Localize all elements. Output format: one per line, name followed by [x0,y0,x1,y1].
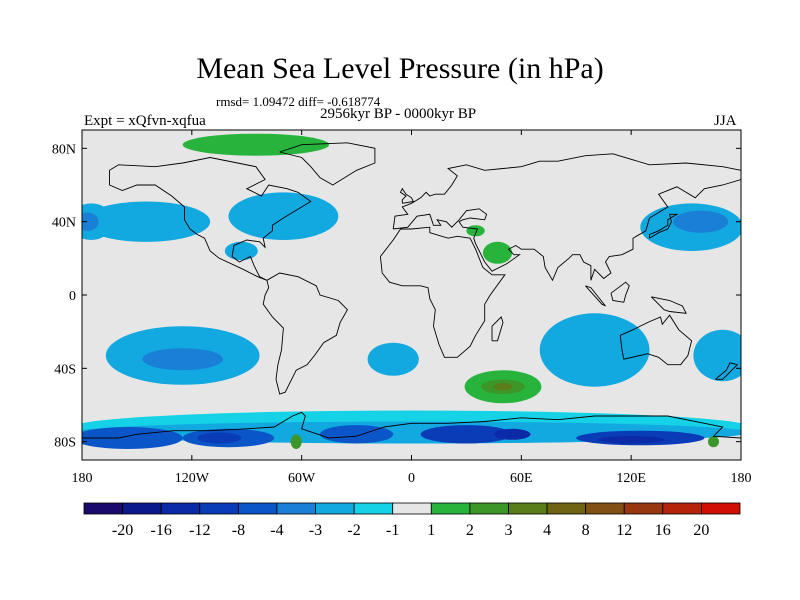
x-tick-label: 180 [72,471,93,486]
colorbar-swatch [392,502,432,515]
x-tick-label: 120W [175,471,210,486]
y-tick-label: 0 [69,289,76,304]
coastline-greenland [279,142,376,186]
anomaly-wilkes-core [598,436,665,444]
colorbar-swatch [585,502,625,515]
coastline-eurasia [392,153,741,282]
colorbar-swatch [315,502,355,515]
colorbar-label: -16 [151,522,172,539]
x-tick-label: 60W [288,471,316,486]
colorbar-swatch [469,502,509,515]
coastline-japan [649,213,679,239]
colorbar-swatch [701,502,741,515]
plot-background [82,130,741,460]
colorbar-label: -2 [347,522,360,539]
coastline-antarctica [82,411,741,439]
colorbar-label: 4 [543,522,551,539]
colorbar-label: -8 [232,522,245,539]
colorbar-swatch [353,502,394,515]
anomaly-east-antarctic-core [493,428,531,440]
colorbar-swatch [430,502,471,515]
experiment-label: Expt = xQfvn-xqfua [84,113,206,129]
colorbar-swatch [546,502,587,515]
anomaly-east-antarctic-low [420,425,513,444]
coastline-north-america [109,157,312,281]
colorbar-label: 8 [582,522,590,539]
x-tick-label: 120E [616,471,646,486]
coastline-sumatra [585,285,606,307]
colorbar-label: 1 [427,522,435,539]
y-tick-label: 80N [52,142,76,157]
colorbar-label: 20 [693,522,709,539]
colorbar-label: -1 [386,522,399,539]
anomaly-antarctic-peninsula-high [290,434,302,450]
colorbar-swatch [160,502,201,515]
anomaly-north-atlantic-low [228,192,339,240]
anomaly-south-atlantic-low [367,342,419,376]
season-label: JJA [714,113,737,129]
coastline-borneo [610,281,630,303]
anomaly-south-pacific-core [142,348,223,371]
colorbar-label: -4 [270,522,283,539]
colorbar-swatch [199,502,239,515]
anomaly-southwest-pacific-low [693,329,741,382]
time-period-label: 2956kyr BP - 0000kyr BP [320,106,477,122]
anomaly-northwest-pacific-core [673,210,729,233]
anomaly-arctic-high [182,133,330,156]
anomaly-gulf-of-mexico-low [224,241,258,261]
colorbar-swatch [83,502,123,515]
y-tick-label: 40N [52,216,76,231]
coastline-britain [399,187,414,204]
colorbar-swatch [508,502,548,515]
colorbar-swatch [662,502,702,515]
coastline-australia [619,314,693,366]
x-tick-label: 60E [510,471,533,486]
anomaly-southern-indian-high-peak [493,383,513,391]
coastline-africa [379,226,506,358]
anomaly-ross-high-spot [708,436,719,448]
anomaly-south-indian-low [539,313,650,387]
colorbar-swatch [276,502,316,515]
colorbar-swatch [237,502,278,515]
colorbar-swatch [122,502,162,515]
coastline-madagascar [491,316,504,342]
colorbar-label: -3 [309,522,322,539]
anomaly-amundsen-core [197,432,242,444]
anomaly-north-pacific-west-core [82,212,99,231]
colorbar-label: 2 [466,522,474,539]
x-tick-label: 0 [408,471,415,486]
colorbar-label: -12 [189,522,210,539]
colorbar-label: -20 [112,522,133,539]
anomaly-arabia-high [482,241,513,264]
colorbar-swatch [623,502,664,515]
x-tick-label: 180 [731,471,752,486]
colorbar-label: 16 [655,522,671,539]
rmsd-diff-stats: rmsd= 1.09472 diff= -0.618774 [216,94,381,109]
chart-title: Mean Sea Level Pressure (in hPa) [196,52,604,85]
colorbar-label: 12 [616,522,632,539]
colorbar-label: 3 [505,522,513,539]
y-tick-label: 80S [54,436,76,451]
anomaly-north-pacific-east-low [82,201,211,242]
coastline-new-zealand [715,362,739,380]
y-tick-label: 40S [54,362,76,377]
coastline-new-guinea [650,296,687,314]
coastline-south-america [262,272,348,395]
